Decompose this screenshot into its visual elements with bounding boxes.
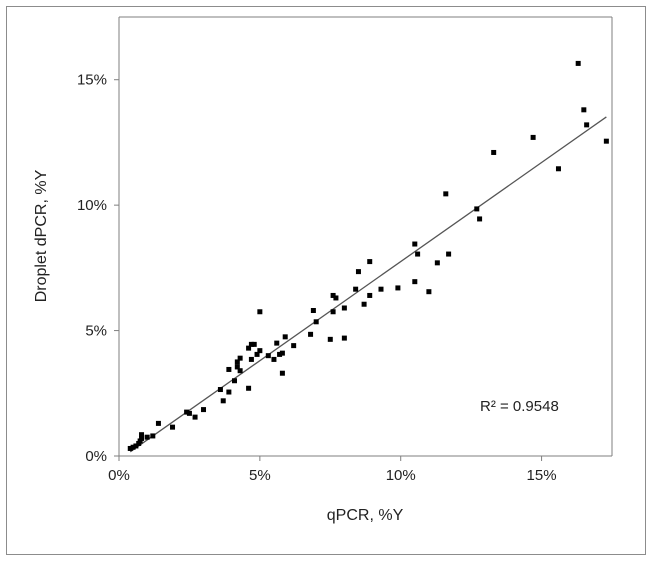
- y-tick-label: 5%: [85, 323, 107, 340]
- data-point: [139, 435, 145, 441]
- data-point: [291, 343, 297, 349]
- data-point: [246, 345, 252, 351]
- data-point: [254, 351, 260, 357]
- trendline: [129, 116, 607, 453]
- data-point: [265, 353, 271, 359]
- y-tick-label: 15%: [77, 72, 107, 89]
- data-point: [170, 424, 176, 430]
- data-point: [234, 364, 240, 370]
- data-point: [217, 387, 223, 393]
- data-point: [232, 378, 238, 384]
- data-point: [201, 407, 207, 413]
- data-point: [443, 191, 449, 197]
- data-point: [192, 414, 198, 420]
- data-point: [575, 60, 581, 66]
- data-point: [150, 433, 156, 439]
- chart-frame: [6, 6, 646, 555]
- data-point: [139, 432, 145, 438]
- data-point: [491, 149, 497, 155]
- x-tick-label: 15%: [527, 467, 557, 484]
- data-point: [186, 410, 192, 416]
- data-point: [310, 308, 316, 314]
- data-point: [257, 309, 263, 315]
- data-point: [279, 350, 285, 356]
- data-point: [248, 356, 254, 362]
- data-point: [279, 370, 285, 376]
- data-point: [378, 286, 384, 292]
- plot-area: [118, 16, 613, 457]
- data-point: [474, 206, 480, 212]
- data-point: [130, 444, 136, 450]
- data-point: [274, 340, 280, 346]
- x-tick-label: 5%: [249, 467, 271, 484]
- data-point: [555, 166, 561, 172]
- data-point: [412, 279, 418, 285]
- data-point: [184, 409, 190, 415]
- data-point: [355, 269, 361, 275]
- data-point: [271, 356, 277, 362]
- data-point: [341, 305, 347, 311]
- data-point: [237, 368, 243, 374]
- data-point: [330, 309, 336, 315]
- data-point: [367, 259, 373, 265]
- data-point: [530, 134, 536, 140]
- data-point: [237, 355, 243, 361]
- data-point: [251, 341, 257, 347]
- data-point: [327, 336, 333, 342]
- data-point: [220, 398, 226, 404]
- data-point: [137, 438, 143, 444]
- y-tick-label: 0%: [85, 448, 107, 465]
- data-point: [144, 434, 150, 440]
- data-point: [341, 335, 347, 341]
- data-point: [234, 359, 240, 365]
- data-point: [127, 445, 133, 451]
- data-point: [581, 107, 587, 113]
- data-point: [226, 366, 232, 372]
- x-axis-title: qPCR, %Y: [327, 507, 404, 524]
- data-point: [603, 138, 609, 144]
- x-tick-label: 10%: [386, 467, 416, 484]
- data-point: [584, 122, 590, 128]
- x-tick-label: 0%: [108, 467, 130, 484]
- data-point: [133, 443, 139, 449]
- data-point: [333, 295, 339, 301]
- data-point: [446, 251, 452, 257]
- data-point: [282, 334, 288, 340]
- data-point: [313, 319, 319, 325]
- data-point: [426, 289, 432, 295]
- data-point: [395, 285, 401, 291]
- data-point: [248, 341, 254, 347]
- data-point: [353, 286, 359, 292]
- data-point: [308, 331, 314, 337]
- data-point: [277, 351, 283, 357]
- data-point: [361, 301, 367, 307]
- data-point: [330, 292, 336, 298]
- y-axis-title: Droplet dPCR, %Y: [33, 169, 50, 302]
- data-point: [136, 440, 142, 446]
- data-point: [367, 292, 373, 298]
- r-squared-annotation: R² = 0.9548: [480, 398, 559, 415]
- data-point: [246, 385, 252, 391]
- data-point: [415, 251, 421, 257]
- data-point: [257, 348, 263, 354]
- data-point: [434, 260, 440, 266]
- data-point: [412, 241, 418, 247]
- y-tick-label: 10%: [77, 197, 107, 214]
- data-point: [155, 420, 161, 426]
- data-point: [477, 216, 483, 222]
- data-point: [226, 389, 232, 395]
